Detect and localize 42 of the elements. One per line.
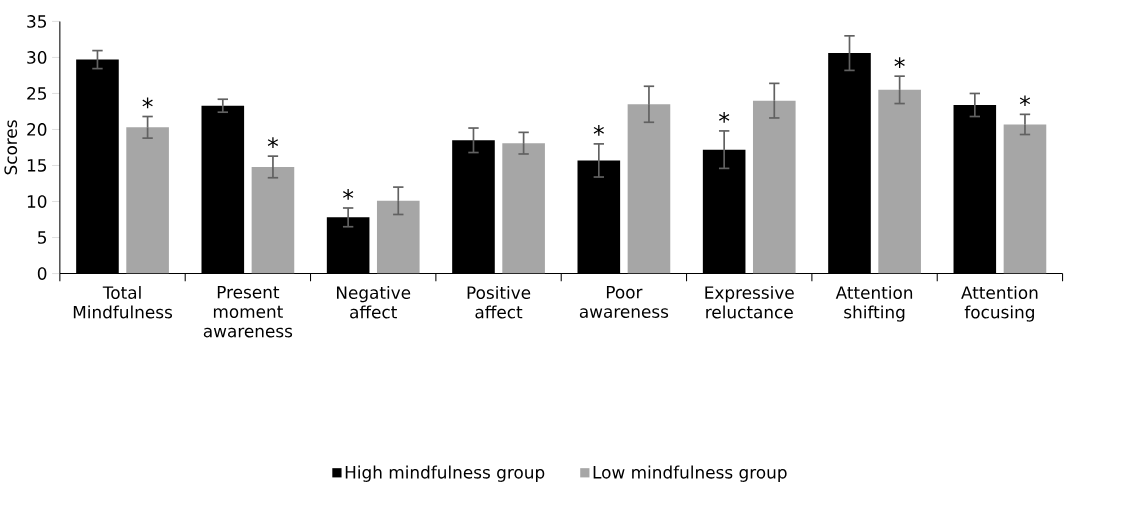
y-tick-label: 25 <box>27 87 47 100</box>
x-tick-label: Negative affect <box>336 285 411 319</box>
annotation: * <box>593 124 604 136</box>
bar <box>828 53 871 274</box>
bar <box>752 100 796 274</box>
x-tick-label: Present moment awareness <box>203 285 293 338</box>
bar <box>326 217 370 274</box>
annotation: * <box>719 111 730 123</box>
y-axis-title: Scores <box>4 120 18 175</box>
bar <box>1003 124 1047 274</box>
y-tick-label: 0 <box>37 267 47 280</box>
bar <box>878 89 921 274</box>
annotation: * <box>1019 95 1031 107</box>
bar <box>201 105 245 274</box>
bar <box>452 140 495 274</box>
bar <box>76 59 119 274</box>
bar <box>251 166 295 274</box>
bar <box>627 104 671 274</box>
y-tick-label: 15 <box>27 159 47 172</box>
annotation: * <box>142 97 153 109</box>
x-tick-label: Total Mindfulness <box>73 285 173 319</box>
x-tick-label: Attention focusing <box>961 285 1038 322</box>
annotation: * <box>267 137 279 148</box>
bar <box>126 127 169 274</box>
y-tick-label: 35 <box>27 15 47 28</box>
x-tick-label: Positive affect <box>467 285 531 319</box>
x-tick-label: Attention shifting <box>835 285 913 322</box>
bar <box>577 160 621 274</box>
y-tick-label: 10 <box>27 195 47 208</box>
y-tick-label: 30 <box>27 51 47 64</box>
legend-label: High mindfulness group <box>345 465 545 482</box>
bar <box>502 143 545 274</box>
bar <box>953 104 997 274</box>
bar <box>376 200 420 274</box>
bar <box>702 149 746 274</box>
annotation: * <box>894 57 905 68</box>
y-tick-label: 5 <box>38 231 47 244</box>
legend-label: Low mindfulness group <box>593 465 787 482</box>
y-tick-label: 20 <box>27 123 47 136</box>
x-tick-label: Poor awareness <box>579 285 669 318</box>
x-tick-label: Expressive reluctance <box>705 285 794 319</box>
annotation: * <box>342 189 354 200</box>
